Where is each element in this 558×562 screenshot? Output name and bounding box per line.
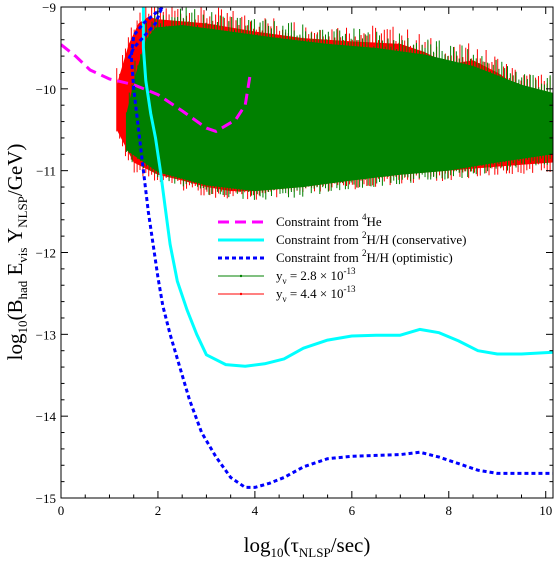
legend-label: Constraint from 2H/H (conservative) — [276, 230, 466, 247]
y-tick-label: −9 — [42, 0, 56, 15]
x-tick-label: 0 — [58, 503, 65, 518]
y-tick-label: −15 — [36, 491, 56, 506]
y-tick-label: −10 — [36, 82, 56, 97]
y-tick-label: −14 — [36, 409, 57, 424]
y-tick-label: −13 — [36, 327, 56, 342]
constraint-lines — [61, 7, 553, 489]
y-tick-label: −11 — [36, 164, 56, 179]
axis-ticks: 0 2 4 6 8 10 −15 −14 −13 −12 −11 −10 −9 — [36, 0, 553, 518]
x-axis-title: log10(τNLSP/sec) — [244, 533, 371, 560]
legend-entry-2: Constraint from 2H/H (optimistic) — [218, 248, 453, 265]
constraint-line-1 — [141, 7, 553, 368]
x-tick-label: 2 — [155, 503, 162, 518]
x-tick-label: 8 — [446, 503, 453, 518]
legend-label: yν = 4.4 × 10-13 — [276, 284, 356, 304]
scatter-series-1 — [125, 7, 553, 200]
legend-label: yν = 2.8 × 10-13 — [276, 266, 356, 286]
x-tick-label: 10 — [539, 503, 552, 518]
legend-entry-3: yν = 2.8 × 10-13 — [218, 266, 356, 286]
legend-entry-1: Constraint from 2H/H (conservative) — [218, 230, 466, 247]
y-tick-label: −12 — [36, 246, 56, 261]
legend-marker — [239, 292, 243, 296]
x-tick-label: 6 — [349, 503, 356, 518]
constraint-line-2 — [127, 7, 553, 489]
legend-entry-0: Constraint from 4He — [218, 212, 382, 229]
constraint-line-0 — [61, 43, 252, 133]
legend-entry-4: yν = 4.4 × 10-13 — [218, 284, 356, 304]
scatter-regions — [116, 7, 553, 200]
y-axis-title: log10(Bhad Evis YNLSP/GeV) — [3, 144, 30, 361]
x-tick-label: 4 — [252, 503, 259, 518]
legend-label: Constraint from 2H/H (optimistic) — [276, 248, 453, 265]
legend-label: Constraint from 4He — [276, 212, 382, 229]
legend-marker — [239, 274, 243, 278]
